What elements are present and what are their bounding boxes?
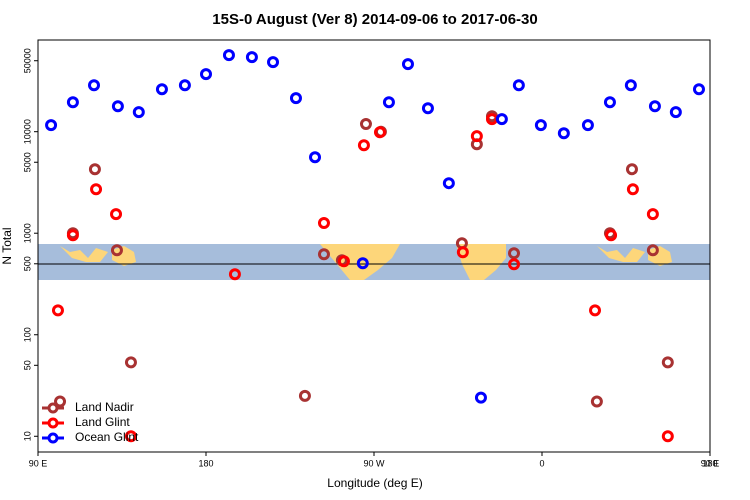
x-tick-label: 90 W	[363, 458, 385, 468]
marker	[456, 246, 469, 259]
marker	[646, 244, 659, 257]
marker	[605, 229, 618, 242]
marker	[534, 119, 547, 132]
marker	[401, 58, 414, 71]
marker	[356, 257, 369, 270]
marker	[512, 79, 525, 92]
marker	[110, 244, 123, 257]
y-tick-label: 10	[22, 431, 32, 441]
marker	[589, 304, 602, 317]
x-axis-label: Longitude (deg E)	[327, 476, 422, 490]
marker	[289, 92, 302, 105]
marker	[603, 96, 616, 109]
legend-label: Ocean Glint	[75, 430, 139, 444]
legend-label: Land Glint	[75, 415, 130, 429]
marker	[648, 100, 661, 113]
y-tick-label: 5000	[22, 152, 32, 172]
marker	[625, 163, 638, 176]
marker	[646, 208, 659, 221]
land-shape	[597, 246, 672, 266]
marker	[508, 258, 520, 271]
y-axis-label: N Total	[0, 227, 14, 264]
marker	[581, 119, 594, 132]
x-tick-label: 90 E	[701, 458, 720, 468]
marker	[661, 430, 674, 443]
y-tick-label: 50	[22, 360, 32, 370]
marker	[155, 83, 168, 96]
marker	[132, 106, 145, 119]
marker	[421, 102, 434, 115]
marker	[124, 430, 137, 443]
marker	[54, 395, 67, 408]
marker	[485, 113, 498, 126]
marker	[124, 356, 137, 369]
marker	[88, 163, 101, 176]
marker	[90, 183, 103, 196]
marker	[357, 139, 370, 152]
x-tick-label: 0	[539, 458, 544, 468]
marker	[267, 56, 280, 69]
marker	[470, 130, 483, 143]
marker	[309, 151, 322, 164]
marker	[66, 229, 79, 242]
x-tick-label: 180	[702, 458, 717, 468]
legend-label: Land Nadir	[75, 400, 134, 414]
marker	[66, 96, 79, 109]
marker	[359, 118, 372, 131]
marker	[228, 268, 241, 281]
marker	[88, 79, 100, 92]
marker	[692, 83, 705, 96]
legend-marker	[47, 417, 59, 429]
marker	[474, 391, 487, 404]
x-tick-label: 180	[198, 458, 213, 468]
marker	[317, 217, 330, 230]
marker	[624, 79, 637, 92]
marker	[222, 49, 235, 62]
land-shape	[60, 246, 136, 266]
map-strip	[38, 244, 710, 280]
marker	[317, 248, 330, 261]
marker	[298, 389, 311, 402]
legend-marker	[47, 432, 59, 444]
marker	[200, 68, 212, 81]
marker	[373, 126, 386, 139]
marker	[382, 96, 395, 109]
y-tick-label: 50000	[22, 48, 32, 73]
marker	[110, 208, 123, 221]
y-tick-label: 500	[22, 256, 32, 271]
marker	[51, 304, 64, 317]
marker	[557, 127, 570, 140]
y-tick-label: 1000	[22, 223, 32, 243]
legend-marker	[47, 402, 59, 414]
land-shape	[320, 244, 400, 280]
marker	[495, 113, 508, 126]
marker	[45, 119, 58, 132]
marker	[245, 51, 258, 64]
marker	[590, 395, 603, 408]
chart-title: 15S-0 August (Ver 8) 2014-09-06 to 2017-…	[212, 11, 537, 28]
y-tick-label: 10000	[22, 119, 32, 144]
x-tick-label: 90 E	[29, 458, 48, 468]
marker	[178, 79, 191, 92]
marker	[661, 356, 674, 369]
marker	[111, 100, 124, 113]
marker	[669, 106, 682, 119]
marker	[626, 183, 639, 196]
marker	[508, 247, 520, 260]
marker	[442, 177, 455, 190]
marker	[337, 255, 350, 268]
y-tick-label: 100	[22, 327, 32, 342]
